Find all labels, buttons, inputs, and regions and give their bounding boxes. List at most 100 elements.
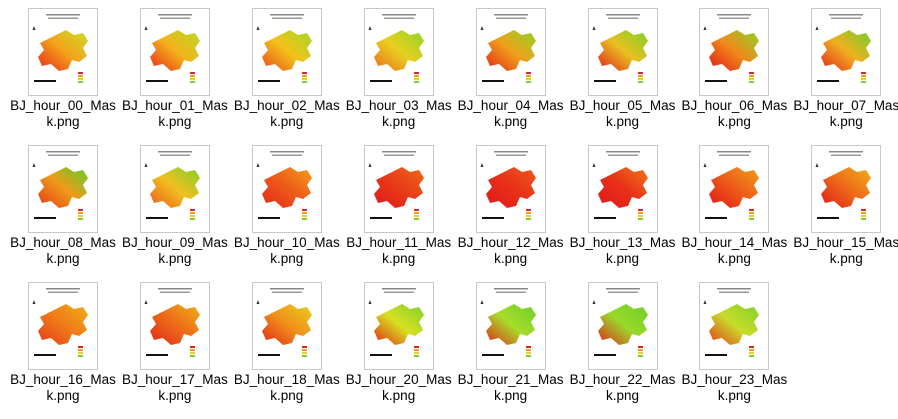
file-name: BJ_hour_20_Mask.png [345, 372, 452, 403]
file-name: BJ_hour_04_Mask.png [457, 98, 564, 129]
file-name: BJ_hour_10_Mask.png [233, 235, 340, 266]
file-item[interactable]: BJ_hour_16_Mask.png [7, 276, 119, 413]
file-item[interactable]: BJ_hour_13_Mask.png [567, 139, 679, 276]
file-item[interactable]: BJ_hour_17_Mask.png [119, 276, 231, 413]
legend-swatch [301, 209, 307, 211]
legend-swatch [413, 215, 419, 217]
legend-swatch [749, 349, 755, 351]
legend-swatch [78, 218, 83, 220]
legend-swatch [637, 209, 643, 211]
legend-swatch [189, 72, 195, 74]
legend-swatch [301, 72, 307, 74]
legend-swatch [413, 75, 419, 77]
thumbnail [699, 8, 770, 96]
file-item[interactable]: BJ_hour_11_Mask.png [343, 139, 455, 276]
file-item[interactable]: BJ_hour_06_Mask.png [678, 2, 790, 139]
thumbnail [475, 8, 546, 96]
scale-bar [369, 354, 392, 356]
file-name: BJ_hour_14_Mask.png [681, 235, 788, 266]
legend-swatch [525, 78, 531, 80]
file-item[interactable]: BJ_hour_18_Mask.png [231, 276, 343, 413]
file-item[interactable]: BJ_hour_14_Mask.png [678, 139, 790, 276]
legend-swatch [525, 212, 531, 214]
file-item[interactable]: BJ_hour_15_Mask.png [790, 139, 898, 276]
legend-swatch [637, 215, 643, 217]
file-item[interactable]: BJ_hour_12_Mask.png [455, 139, 567, 276]
thumbnail [699, 145, 770, 233]
map-shape [373, 167, 424, 208]
thumbnail [811, 8, 882, 96]
file-item[interactable]: BJ_hour_03_Mask.png [343, 2, 455, 139]
file-item[interactable]: BJ_hour_22_Mask.png [567, 276, 679, 413]
legend-swatch [78, 75, 83, 77]
file-item[interactable]: BJ_hour_21_Mask.png [455, 276, 567, 413]
legend-swatch [189, 349, 195, 351]
file-item[interactable]: BJ_hour_23_Mask.png [678, 276, 790, 413]
file-item[interactable]: BJ_hour_02_Mask.png [231, 2, 343, 139]
map-shape [709, 304, 760, 345]
file-item[interactable]: BJ_hour_00_Mask.png [7, 2, 119, 139]
map-shape [485, 30, 536, 71]
title-line [495, 17, 526, 19]
title-line [381, 151, 416, 153]
legend-swatch [525, 349, 531, 351]
legend-swatch [301, 346, 307, 348]
file-name: BJ_hour_11_Mask.png [346, 235, 452, 266]
north-arrow [32, 26, 36, 30]
file-item[interactable]: BJ_hour_07_Mask.png [790, 2, 898, 139]
legend-swatch [749, 218, 755, 220]
thumbnail [587, 8, 658, 96]
scale-bar [145, 80, 168, 82]
legend-swatch [861, 75, 867, 77]
title-line [829, 151, 864, 153]
file-item[interactable]: BJ_hour_08_Mask.png [7, 139, 119, 276]
thumbnail [699, 282, 770, 370]
legend-swatch [301, 212, 307, 214]
thumbnail [811, 145, 882, 233]
legend-swatch [637, 352, 643, 354]
thumbnail [251, 8, 322, 96]
legend-swatch [525, 72, 531, 74]
legend-swatch [637, 72, 643, 74]
legend-swatch [525, 355, 531, 357]
legend-swatch [413, 78, 419, 80]
file-item[interactable]: BJ_hour_20_Mask.png [343, 276, 455, 413]
file-name: BJ_hour_23_Mask.png [681, 372, 788, 403]
legend-swatch [749, 75, 755, 77]
file-item[interactable]: BJ_hour_01_Mask.png [119, 2, 231, 139]
north-arrow [480, 300, 484, 304]
file-name: BJ_hour_18_Mask.png [233, 372, 340, 403]
title-line [157, 151, 192, 153]
legend-swatch [78, 81, 83, 83]
legend-swatch [189, 346, 195, 348]
map-shape [597, 304, 648, 345]
title-line [493, 151, 528, 153]
legend-swatch [749, 81, 755, 83]
title-line [383, 291, 414, 293]
map-shape [485, 167, 536, 208]
north-arrow [144, 300, 148, 304]
north-arrow [32, 163, 36, 167]
scale-bar [593, 217, 616, 219]
legend-swatch [301, 81, 307, 83]
north-arrow [256, 300, 260, 304]
thumbnail [139, 145, 210, 233]
file-item[interactable]: BJ_hour_04_Mask.png [455, 2, 567, 139]
file-name: BJ_hour_02_Mask.png [233, 98, 340, 129]
file-item[interactable]: BJ_hour_10_Mask.png [231, 139, 343, 276]
file-name: BJ_hour_15_Mask.png [793, 235, 898, 266]
file-item[interactable]: BJ_hour_09_Mask.png [119, 139, 231, 276]
legend-swatch [861, 218, 867, 220]
title-line [719, 154, 750, 156]
legend-swatch [637, 212, 643, 214]
file-item[interactable]: BJ_hour_05_Mask.png [567, 2, 679, 139]
title-line [381, 14, 416, 16]
thumbnail [28, 145, 98, 233]
legend-swatch [189, 355, 195, 357]
legend-swatch [749, 78, 755, 80]
map-shape [821, 167, 872, 208]
title-line [607, 291, 638, 293]
title-line [605, 288, 640, 290]
title-line [495, 291, 526, 293]
